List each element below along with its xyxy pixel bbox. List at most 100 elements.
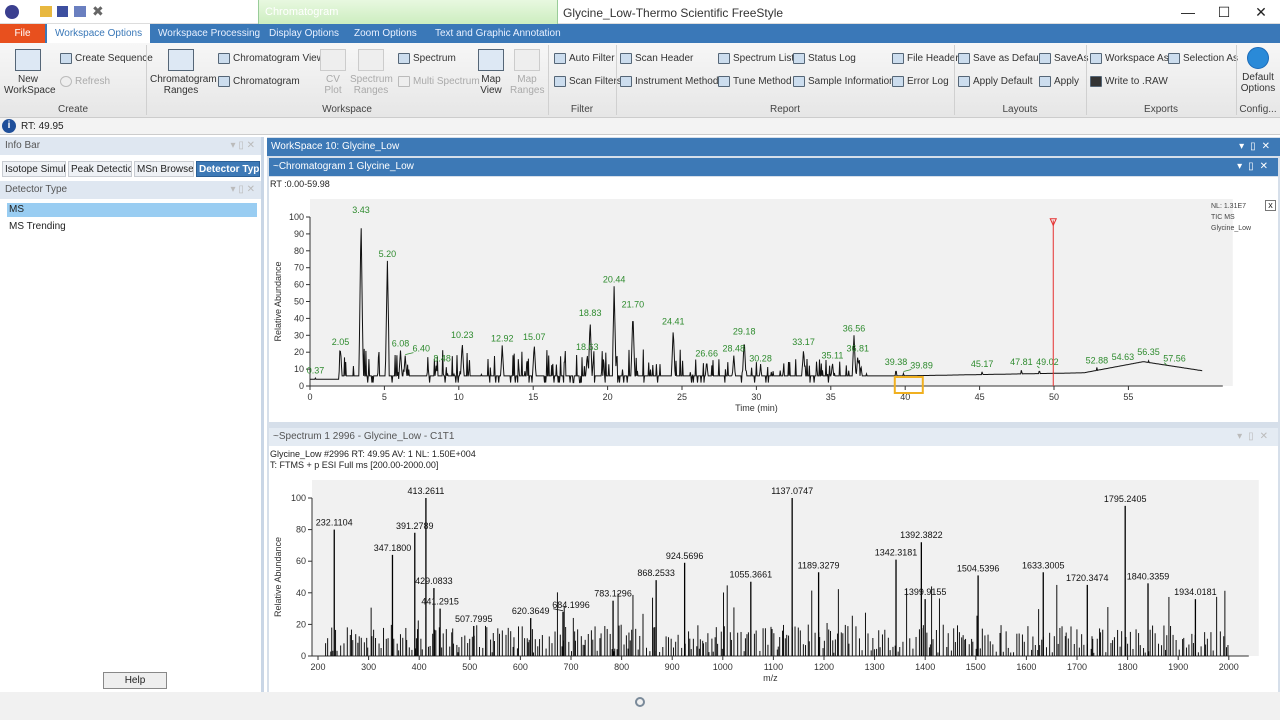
- spectrum-peak-label: 783.1296: [594, 589, 632, 599]
- create-sequence-button[interactable]: Create Sequence: [60, 53, 153, 64]
- multi-spectrum-button[interactable]: Multi Spectrum: [398, 76, 480, 87]
- error-log-button[interactable]: Error Log: [892, 76, 949, 87]
- chromatogram-button[interactable]: Chromatogram: [218, 76, 300, 87]
- cv-plot-icon: [320, 49, 346, 71]
- peak-label: 0.37: [307, 366, 325, 376]
- spectrum-button[interactable]: Spectrum: [398, 53, 456, 64]
- tab-zoom-options[interactable]: Zoom Options: [354, 28, 417, 39]
- tab-workspace-processing[interactable]: Workspace Processing: [158, 28, 261, 39]
- scan-header-button[interactable]: Scan Header: [620, 53, 693, 64]
- pane-controls[interactable]: ▾▯✕: [1237, 431, 1274, 442]
- status-row: i RT: 49.95: [0, 118, 1280, 135]
- open-icon[interactable]: [40, 6, 52, 17]
- spectrum-list-button[interactable]: Spectrum List: [718, 53, 794, 64]
- save-all-icon[interactable]: [74, 6, 86, 17]
- chromatogram-header: ~Chromatogram 1 Glycine_Low ▾▯✕: [269, 158, 1278, 176]
- peak-label: 47.81: [1010, 357, 1033, 367]
- help-button[interactable]: Help: [103, 672, 167, 689]
- ribbon: New WorkSpace Create Sequence Refresh Cr…: [0, 43, 1280, 118]
- spectrum-peak-label: 1840.3359: [1127, 571, 1170, 581]
- apply-icon: [1039, 76, 1051, 87]
- tab-msn-browser[interactable]: MSn Browser: [134, 161, 194, 177]
- pane-controls[interactable]: ▾ ▯ ✕: [230, 140, 255, 151]
- peak-label: 35.11: [822, 350, 844, 360]
- close-file-icon[interactable]: ✖: [92, 3, 104, 19]
- spectrum-ranges-button[interactable]: Spectrum Ranges: [350, 49, 393, 96]
- file-header-button[interactable]: File Header: [892, 53, 959, 64]
- tab-file[interactable]: File: [0, 24, 45, 43]
- spectrum-peak-label: 924.5696: [666, 551, 704, 561]
- apply-default-button[interactable]: Apply Default: [958, 76, 1032, 87]
- group-config: Config...: [1239, 104, 1277, 115]
- sample-information-button[interactable]: Sample Information: [793, 76, 895, 87]
- peak-label: 26.66: [695, 349, 718, 359]
- info-bar-header: Info Bar ▾ ▯ ✕: [0, 137, 261, 155]
- close-button[interactable]: ✕: [1255, 4, 1267, 20]
- instrument-method-button[interactable]: Instrument Method: [620, 76, 718, 87]
- peak-label: 45.17: [971, 359, 994, 369]
- filter-icon: [554, 53, 566, 64]
- save-as-default-button[interactable]: Save as Default: [958, 53, 1044, 64]
- map-ranges-button[interactable]: Map Ranges: [510, 49, 544, 96]
- x-tick-label: 1900: [1168, 662, 1188, 672]
- map-view-button[interactable]: Map View: [476, 49, 506, 96]
- pane-controls[interactable]: ▾ ▯ ✕: [230, 184, 255, 195]
- pane-controls[interactable]: ▾▯✕: [1237, 161, 1274, 172]
- auto-filter-button[interactable]: Auto Filter: [554, 53, 615, 64]
- chromatogram-view-icon: [218, 53, 230, 64]
- save-icon[interactable]: [57, 6, 68, 17]
- spectrum-peak-label: 1633.3005: [1022, 560, 1065, 570]
- tab-isotope-simulation[interactable]: Isotope Simul.: [2, 161, 66, 177]
- x-tick-label: 5: [382, 392, 387, 402]
- tab-detector-type[interactable]: Detector Typ: [196, 161, 260, 177]
- x-axis-label: m/z: [763, 673, 778, 683]
- cv-plot-button[interactable]: CV Plot: [318, 49, 348, 96]
- y-tick-label: 100: [289, 212, 304, 222]
- y-tick-label: 40: [296, 588, 306, 598]
- detector-item-ms[interactable]: MS: [7, 203, 257, 217]
- detector-item-ms-trending[interactable]: MS Trending: [9, 221, 66, 232]
- maximize-button[interactable]: ☐: [1217, 4, 1231, 20]
- minimize-button[interactable]: —: [1181, 4, 1195, 20]
- chromatogram-view-button[interactable]: Chromatogram View: [218, 53, 324, 64]
- spectrum-header: ~Spectrum 1 2996 - Glycine_Low - C1T1 ▾▯✕: [269, 428, 1278, 446]
- chromatogram-ranges-button[interactable]: Chromatogram Ranges: [150, 49, 217, 96]
- apply-button[interactable]: Apply: [1039, 76, 1079, 87]
- y-axis-label: Relative Abundance: [273, 261, 283, 341]
- save-layout-icon: [958, 53, 970, 64]
- y-tick-label: 90: [294, 229, 304, 239]
- new-workspace-button[interactable]: New WorkSpace: [4, 49, 56, 96]
- tab-text-graphic-annotation[interactable]: Text and Graphic Annotation: [435, 28, 561, 39]
- scan-filters-button[interactable]: Scan Filters: [554, 76, 622, 87]
- default-options-button[interactable]: Default Options: [1238, 47, 1278, 94]
- workspace-as-button[interactable]: Workspace As: [1090, 53, 1169, 64]
- peak-label: 6.40: [412, 344, 430, 354]
- spectrum-peak-label: 1342.3181: [875, 548, 918, 558]
- peak-label: 33.17: [792, 337, 815, 347]
- x-tick-label: 500: [462, 662, 477, 672]
- chromatogram-chart[interactable]: 0 5 10 15 20 25 30 35 40 45 50 55 0 10 20 30 40 50 60 70 80 9…: [269, 177, 1278, 422]
- window-title: Glycine_Low-Thermo Scientific FreeStyle: [563, 6, 784, 20]
- status-log-button[interactable]: Status Log: [793, 53, 856, 64]
- close-icon[interactable]: x: [1265, 200, 1276, 211]
- selection-as-button[interactable]: Selection As: [1168, 53, 1238, 64]
- tab-workspace-options[interactable]: Workspace Options: [47, 24, 151, 43]
- new-workspace-icon: [15, 49, 41, 71]
- spectrum-peak-label: 391.2789: [396, 521, 434, 531]
- tune-method-button[interactable]: Tune Method: [718, 76, 792, 87]
- ribbon-tabs: File Workspace Options Workspace Process…: [0, 24, 1280, 43]
- map-view-icon: [478, 49, 504, 71]
- x-tick-label: 1600: [1016, 662, 1036, 672]
- spectrum-chart[interactable]: 200 300 400 500 600 700 800 900 1000 1100 1200 1300…: [269, 446, 1278, 692]
- spectrum-peak-label: 868.2533: [637, 568, 675, 578]
- write-to-raw-button[interactable]: Write to .RAW: [1090, 76, 1168, 87]
- chromatogram-info: NL: 1.31E7 TIC MS Glycine_Low: [1211, 203, 1252, 232]
- save-as-button[interactable]: SaveAs: [1039, 53, 1088, 64]
- tab-peak-detection[interactable]: Peak Detectio: [68, 161, 132, 177]
- refresh-button[interactable]: Refresh: [60, 76, 110, 87]
- tab-display-options[interactable]: Display Options: [269, 28, 340, 39]
- y-tick-label: 40: [294, 313, 304, 323]
- info-bar-panel: Info Bar ▾ ▯ ✕ Isotope Simul. Peak Detect…: [0, 137, 264, 692]
- pane-controls[interactable]: ▾▯✕: [1239, 141, 1276, 152]
- chromatogram-pane: RT :0.00-59.98 0 5 10 15 20 25 30 35 40 45 50 55 0 10…: [269, 177, 1278, 422]
